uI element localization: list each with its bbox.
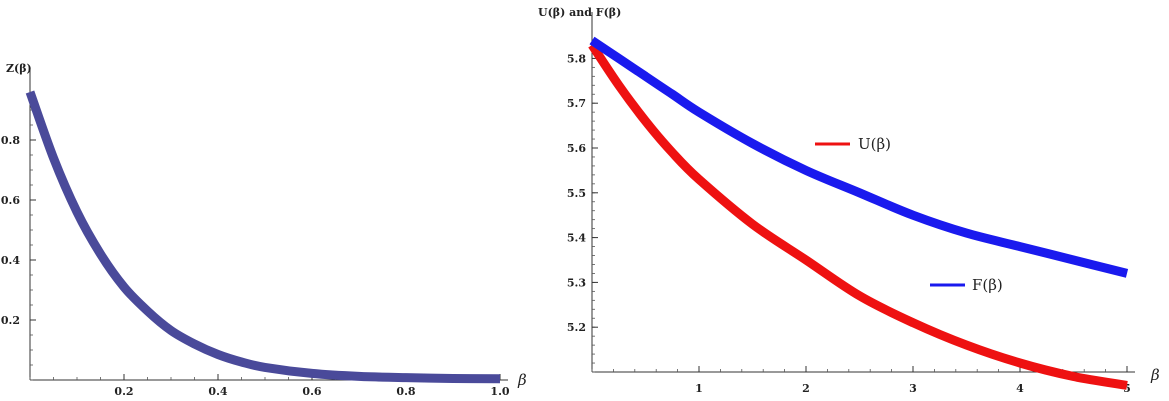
- legend: U(β) F(β): [815, 135, 1003, 294]
- y-tick-label: 0.8: [1, 134, 20, 147]
- y-tick-label: 5.5: [567, 187, 586, 200]
- y-tick-label: 5.6: [567, 142, 586, 155]
- x-tick-label: 4: [1016, 382, 1024, 395]
- x-tick-label: 1.0: [490, 385, 509, 398]
- y-tick-label: 5.2: [567, 321, 586, 334]
- series-line-z: [25, 90, 501, 384]
- ticks: 1 2 3 4 5 5.2 5.3 5.4 5.5 5.6 5.7 5.8: [567, 40, 1131, 395]
- legend-label-u: U(β): [858, 135, 891, 153]
- y-tick-label: 0.4: [1, 254, 20, 267]
- x-tick-label: 0.2: [114, 385, 133, 398]
- series-lines: [25, 90, 501, 384]
- y-tick-label: 5.3: [567, 276, 586, 289]
- y-tick-label: 0.2: [1, 314, 20, 327]
- y-axis-label: Z(β): [6, 62, 32, 75]
- x-tick-label: 3: [909, 382, 917, 395]
- x-tick-label: 0.4: [208, 385, 227, 398]
- y-tick-label: 5.7: [567, 97, 586, 110]
- x-tick-label: 5: [1123, 382, 1131, 395]
- series-line-f: [589, 36, 1129, 278]
- axes: [29, 68, 508, 381]
- x-axis-label: β: [1150, 366, 1160, 384]
- y-tick-label: 0.6: [1, 194, 20, 207]
- x-tick-label: 1: [695, 382, 703, 395]
- x-axis-label: β: [517, 371, 527, 389]
- x-tick-label: 0.6: [302, 385, 321, 398]
- ticks: 0.2 0.4 0.6 0.8 1.0 0.2 0.4 0.6 0.8: [1, 94, 510, 398]
- x-tick-label: 0.8: [396, 385, 415, 398]
- x-tick-label: 2: [802, 382, 810, 395]
- series-line-u: [588, 42, 1128, 390]
- chart-z-beta: 0.2 0.4 0.6 0.8 1.0 0.2 0.4 0.6 0.8 Z(β) β: [1, 62, 527, 398]
- chart-title: U(β) and F(β): [538, 6, 621, 19]
- legend-label-f: F(β): [972, 276, 1003, 294]
- y-tick-label: 5.4: [567, 232, 586, 245]
- series-lines: [588, 36, 1129, 390]
- y-tick-label: 5.8: [567, 52, 586, 65]
- chart-u-f-beta: 1 2 3 4 5 5.2 5.3 5.4 5.5 5.6 5.7 5.8 U(β) and F(β)…: [538, 6, 1160, 395]
